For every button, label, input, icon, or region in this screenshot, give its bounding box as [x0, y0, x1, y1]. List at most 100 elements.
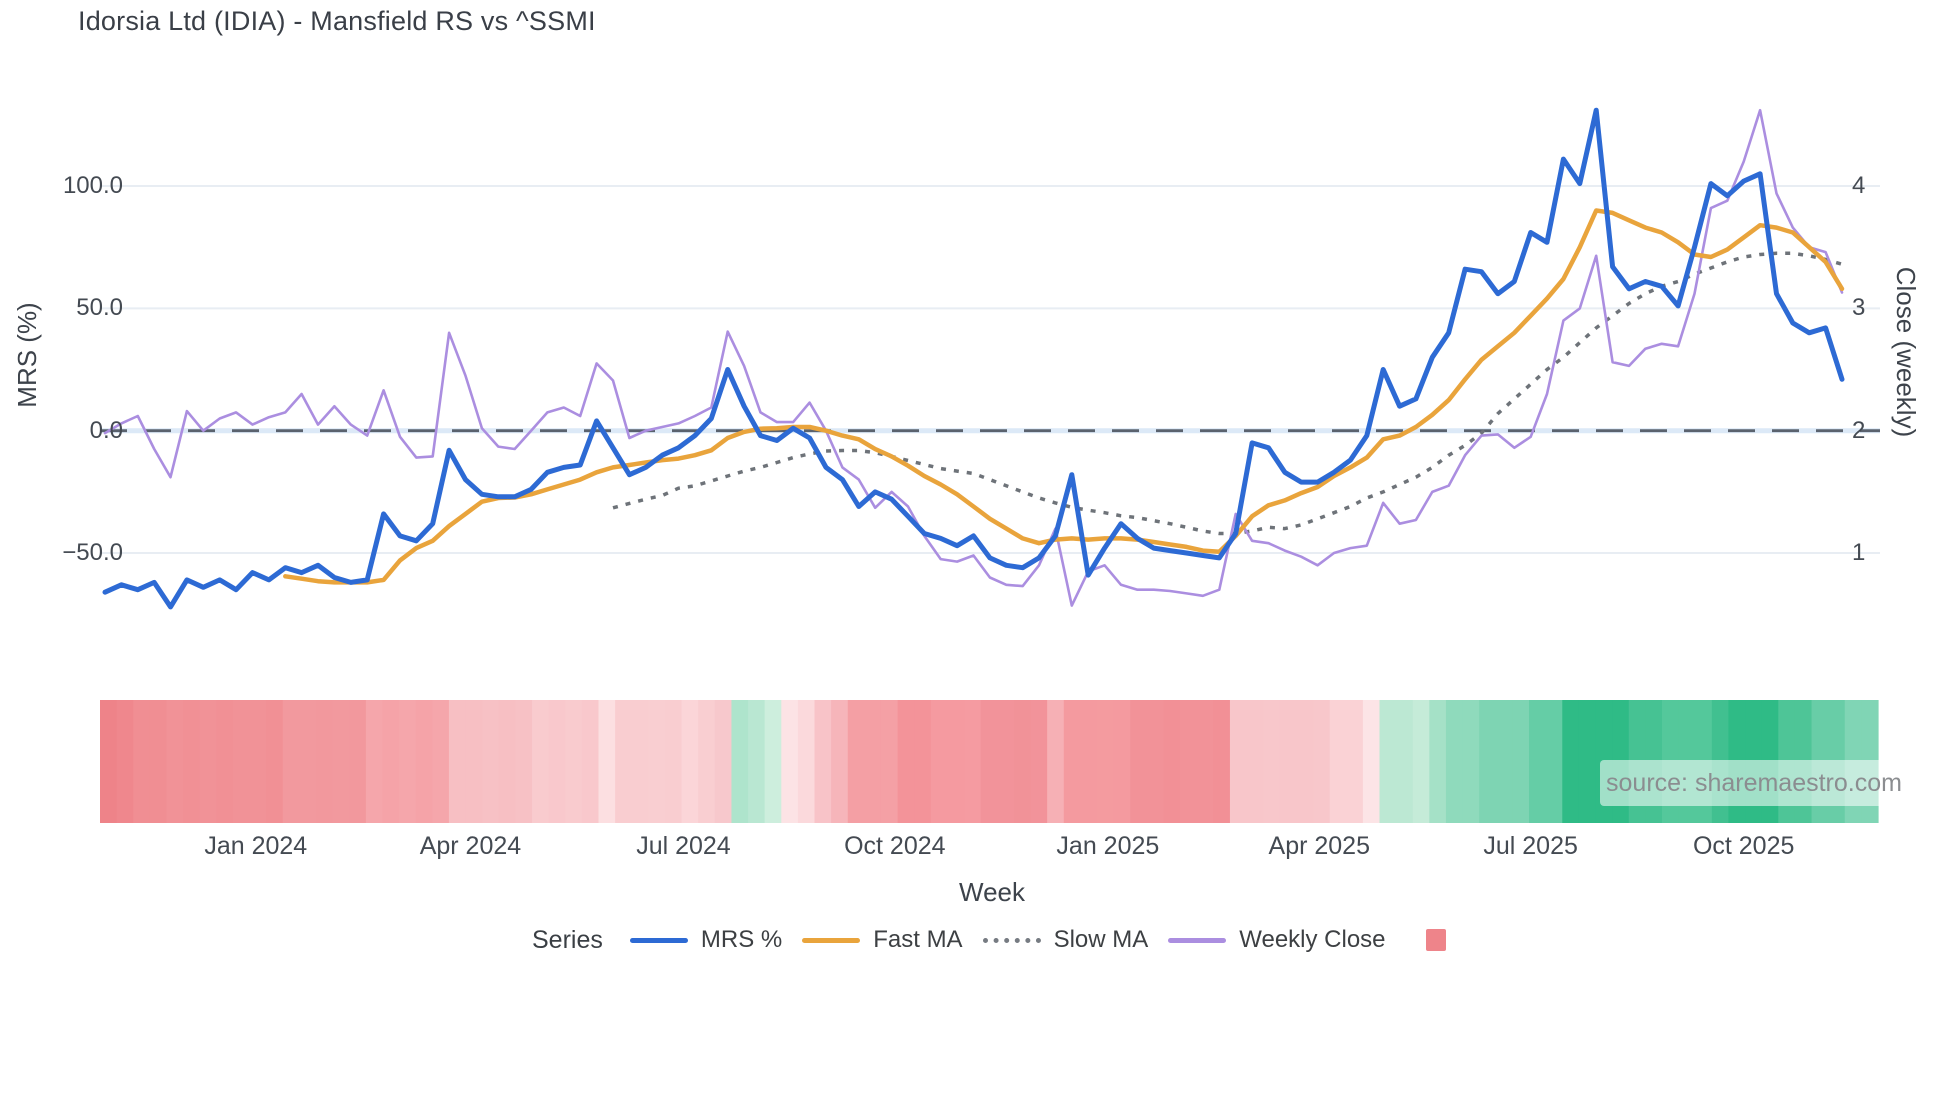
heatmap-cell [831, 700, 849, 823]
heatmap-cell [581, 700, 600, 823]
heatmap-cell [299, 700, 317, 823]
heatmap-cell [764, 700, 782, 823]
y-left-tick-label: 50.0 [76, 294, 123, 322]
heatmap-cell [482, 700, 500, 823]
heatmap-cell [1379, 700, 1397, 823]
legend-item-label: Weekly Close [1239, 926, 1386, 953]
heatmap-cell [1313, 700, 1331, 823]
heatmap-cell [116, 700, 134, 823]
x-axis-tick-label: Apr 2024 [419, 832, 522, 860]
heatmap-cell [947, 700, 965, 823]
heatmap-cell [1213, 700, 1231, 823]
heatmap-cell [1246, 700, 1264, 823]
legend-item-fast-ma[interactable]: Fast MA [802, 926, 963, 954]
heatmap-cell [1329, 700, 1347, 823]
legend-swatch [802, 937, 861, 943]
heatmap-cell [648, 700, 666, 823]
heatmap-cell [964, 700, 982, 823]
heatmap-cell [631, 700, 649, 823]
legend-item-label: MRS % [700, 926, 783, 953]
y-right-tick-label: 4 [1852, 172, 1866, 200]
heatmap-cell [133, 700, 151, 823]
series-line-fast-ma [283, 208, 1845, 585]
y-right-tick-label: 3 [1852, 294, 1866, 322]
heatmap-cell [1479, 700, 1497, 823]
heatmap-cell [100, 700, 118, 823]
heatmap-cell [399, 700, 417, 823]
heatmap-cell [1296, 700, 1314, 823]
legend-item-label: Fast MA [873, 926, 963, 953]
heatmap-cell [1263, 700, 1281, 823]
heatmap-cell [349, 700, 367, 823]
heatmap-cell [731, 700, 749, 823]
x-axis-title: Week [959, 877, 1025, 907]
x-axis-tick-label: Oct 2025 [1692, 832, 1795, 860]
legend-item-mrs-[interactable]: MRS % [629, 926, 783, 954]
heatmap-cell [1030, 700, 1048, 823]
heatmap-cell [864, 700, 882, 823]
heatmap-cell [1196, 700, 1214, 823]
heatmap-cell [664, 700, 683, 823]
source-watermark: source: sharemaestro.com [1600, 760, 1908, 806]
legend-title: Series [532, 925, 603, 954]
series-line-mrs- [102, 107, 1845, 610]
heatmap-cell [149, 700, 168, 823]
heatmap-cell [1445, 700, 1464, 823]
heatmap-cell [282, 700, 301, 823]
heatmap-cell [232, 700, 251, 823]
chart-title: Idorsia Ltd (IDIA) - Mansfield RS vs ^SS… [78, 6, 596, 36]
heatmap-cell [448, 700, 467, 823]
y-left-tick-label: 100.0 [62, 172, 123, 200]
x-axis-tick-label: Jan 2024 [204, 832, 308, 860]
x-axis-tick-label: Oct 2024 [844, 832, 946, 860]
heatmap-cell [432, 700, 450, 823]
heatmap-cell [565, 700, 583, 823]
heatmap-cell [814, 700, 832, 823]
x-axis-tick-label: Apr 2025 [1268, 832, 1370, 860]
series-line-weekly-close [103, 108, 1844, 607]
heatmap-cell [914, 700, 932, 823]
heatmap-cell [615, 700, 633, 823]
heatmap-cell [997, 700, 1015, 823]
heatmap-cell [316, 700, 334, 823]
legend-heatmap-swatch[interactable] [1425, 929, 1446, 951]
series-line-slow-ma [612, 251, 1843, 536]
heatmap-cell [897, 700, 915, 823]
heatmap-cell [216, 700, 234, 823]
legend-swatch [1168, 937, 1227, 943]
heatmap-cell [1229, 700, 1248, 823]
heatmap-cell [532, 700, 550, 823]
heatmap-cell [1146, 700, 1165, 823]
x-axis-tick-label: Jan 2025 [1056, 832, 1160, 860]
heatmap-cell [1578, 700, 1597, 823]
x-axis-tick-label: Jul 2024 [636, 832, 731, 860]
heatmap-cell [1396, 700, 1414, 823]
heatmap-cell [1412, 700, 1430, 823]
heatmap-cell [1529, 700, 1547, 823]
legend: Series MRS % Fast MA Slow MA Weekly Close [532, 918, 1446, 962]
heatmap-cell [1047, 700, 1065, 823]
legend-item-slow-ma[interactable]: Slow MA [982, 926, 1149, 954]
heatmap-cell [332, 700, 350, 823]
heatmap-cell [598, 700, 616, 823]
heatmap-cell [548, 700, 566, 823]
heatmap-cell [1013, 700, 1032, 823]
y-left-tick-label: −50.0 [62, 539, 123, 567]
heatmap-cell [1346, 700, 1364, 823]
y-right-tick-label: 2 [1852, 416, 1866, 444]
heatmap-cell [748, 700, 766, 823]
heatmap-cell [781, 700, 799, 823]
heatmap-cell [199, 700, 217, 823]
legend-item-label: Slow MA [1053, 926, 1149, 953]
x-axis-tick-label: Jul 2025 [1483, 832, 1578, 860]
heatmap-cell [930, 700, 949, 823]
heatmap-cell [1462, 700, 1480, 823]
legend-item-weekly-close[interactable]: Weekly Close [1168, 926, 1386, 954]
heatmap-cell [698, 700, 716, 823]
heatmap-cell [847, 700, 865, 823]
heatmap-cell [1080, 700, 1098, 823]
heatmap-cell [166, 700, 184, 823]
source-watermark-text: source: sharemaestro.com [1606, 768, 1902, 797]
heatmap-cell [465, 700, 483, 823]
